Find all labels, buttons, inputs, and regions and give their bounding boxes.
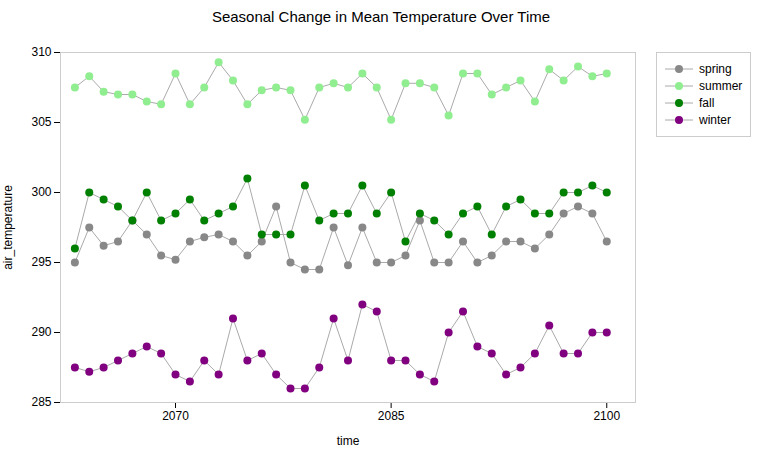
svg-text:2100: 2100	[593, 409, 620, 423]
svg-text:300: 300	[31, 185, 51, 199]
svg-text:295: 295	[31, 255, 51, 269]
svg-text:305: 305	[31, 115, 51, 129]
svg-text:2085: 2085	[378, 409, 405, 423]
svg-text:time: time	[337, 434, 360, 448]
svg-text:2070: 2070	[162, 409, 189, 423]
html-text:spring: spring	[699, 62, 732, 76]
html-text:Seasonal Change in Mean Temper: Seasonal Change in Mean Temperature Over…	[211, 8, 551, 25]
svg-text:air_temperature: air_temperature	[1, 185, 15, 270]
html-text:fall: fall	[699, 96, 715, 110]
svg-text:285: 285	[31, 395, 51, 409]
svg-text:290: 290	[31, 325, 51, 339]
svg-text:310: 310	[31, 45, 51, 59]
html-text:winter: winter	[699, 113, 731, 127]
html-text:summer: summer	[699, 79, 743, 93]
